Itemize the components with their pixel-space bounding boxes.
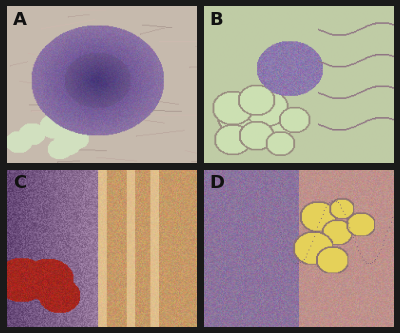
Text: A: A [13,11,27,29]
Text: B: B [210,11,223,29]
Text: D: D [210,174,224,192]
Text: C: C [13,174,26,192]
